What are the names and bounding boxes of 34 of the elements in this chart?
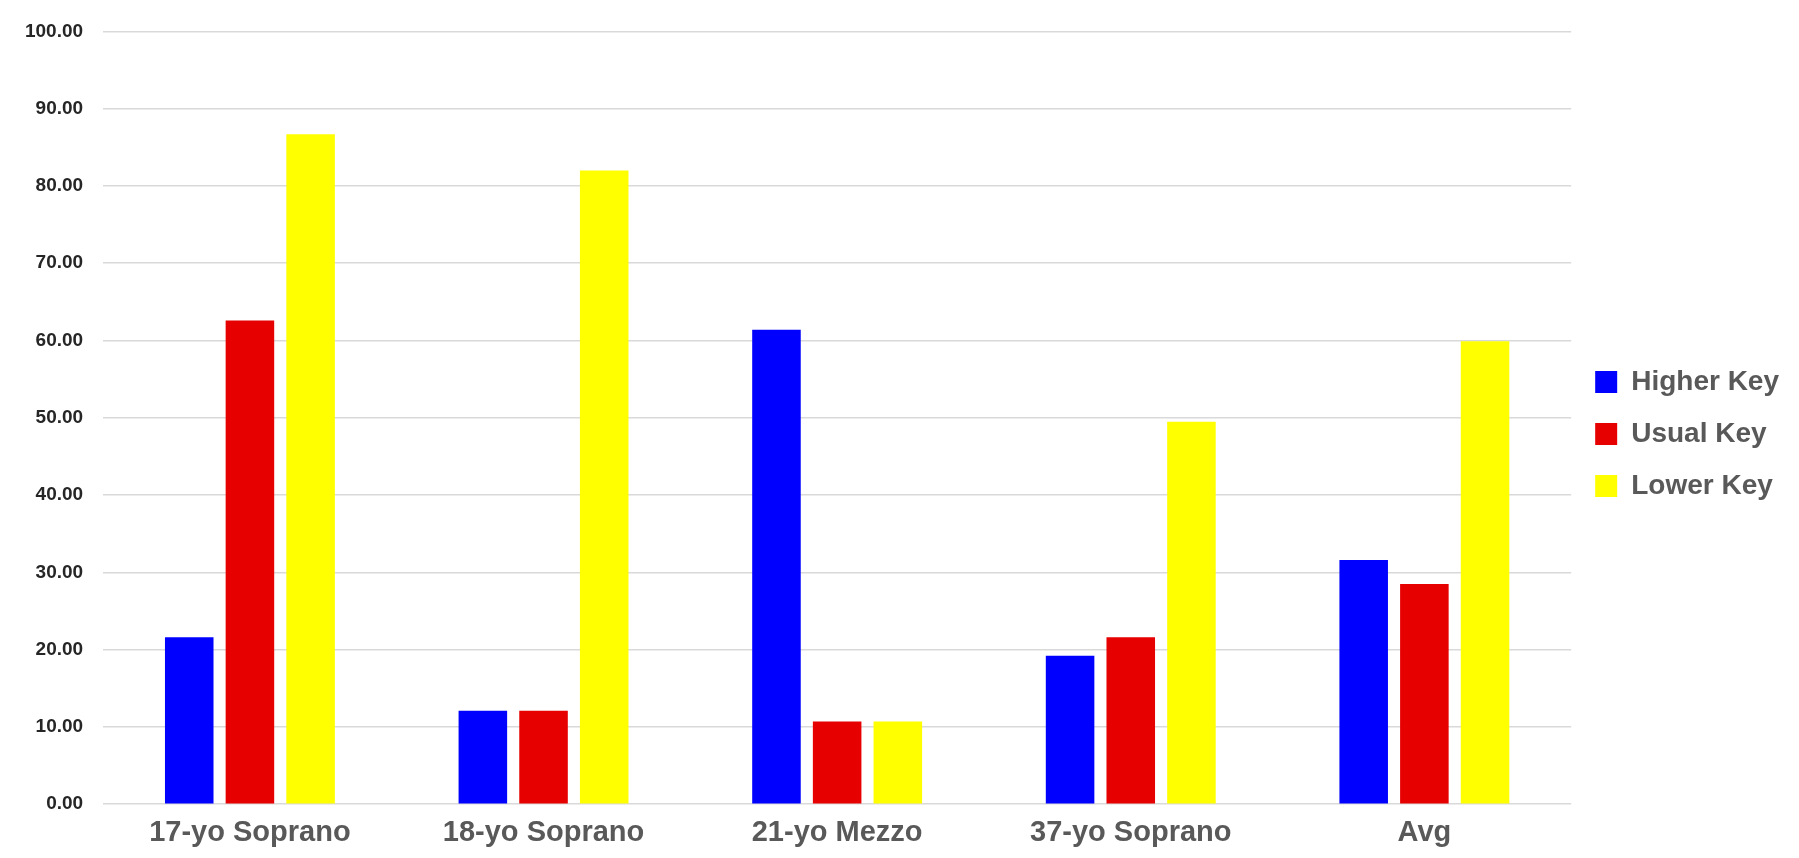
bar bbox=[873, 721, 923, 804]
bar bbox=[286, 134, 335, 804]
bar bbox=[1460, 341, 1510, 804]
y-tick-label: 80.00 bbox=[35, 174, 84, 196]
x-tick-label: 18-yo Soprano bbox=[442, 814, 645, 847]
legend-label: Lower Key bbox=[1631, 468, 1774, 500]
y-tick-label: 30.00 bbox=[35, 560, 84, 582]
y-tick-label: 10.00 bbox=[35, 715, 84, 737]
x-tick-label: Avg bbox=[1397, 814, 1452, 847]
legend-label: Higher Key bbox=[1631, 364, 1780, 396]
y-tick-label: 0.00 bbox=[46, 792, 84, 814]
legend-label: Usual Key bbox=[1631, 416, 1767, 448]
x-tick-label: 21-yo Mezzo bbox=[751, 814, 923, 847]
x-tick-label: 17-yo Soprano bbox=[149, 814, 351, 847]
y-tick-label: 90.00 bbox=[35, 96, 84, 118]
bar bbox=[1106, 637, 1156, 804]
y-tick-label: 70.00 bbox=[35, 251, 84, 273]
x-tick-label: 37-yo Soprano bbox=[1030, 814, 1232, 847]
y-tick-label: 100.00 bbox=[24, 19, 84, 41]
bar bbox=[1400, 583, 1449, 804]
bar bbox=[752, 329, 801, 804]
y-tick-label: 50.00 bbox=[35, 406, 84, 428]
bar bbox=[458, 710, 508, 804]
bar bbox=[579, 170, 629, 804]
bar bbox=[812, 721, 862, 804]
y-tick-label: 40.00 bbox=[35, 483, 84, 505]
bar bbox=[519, 710, 568, 804]
bar bbox=[1339, 560, 1388, 804]
y-tick-label: 20.00 bbox=[35, 637, 84, 659]
y-tick-label: 60.00 bbox=[35, 328, 84, 350]
bar bbox=[225, 320, 275, 804]
bar bbox=[1167, 421, 1216, 804]
bar bbox=[164, 637, 214, 804]
bar bbox=[1045, 655, 1095, 804]
